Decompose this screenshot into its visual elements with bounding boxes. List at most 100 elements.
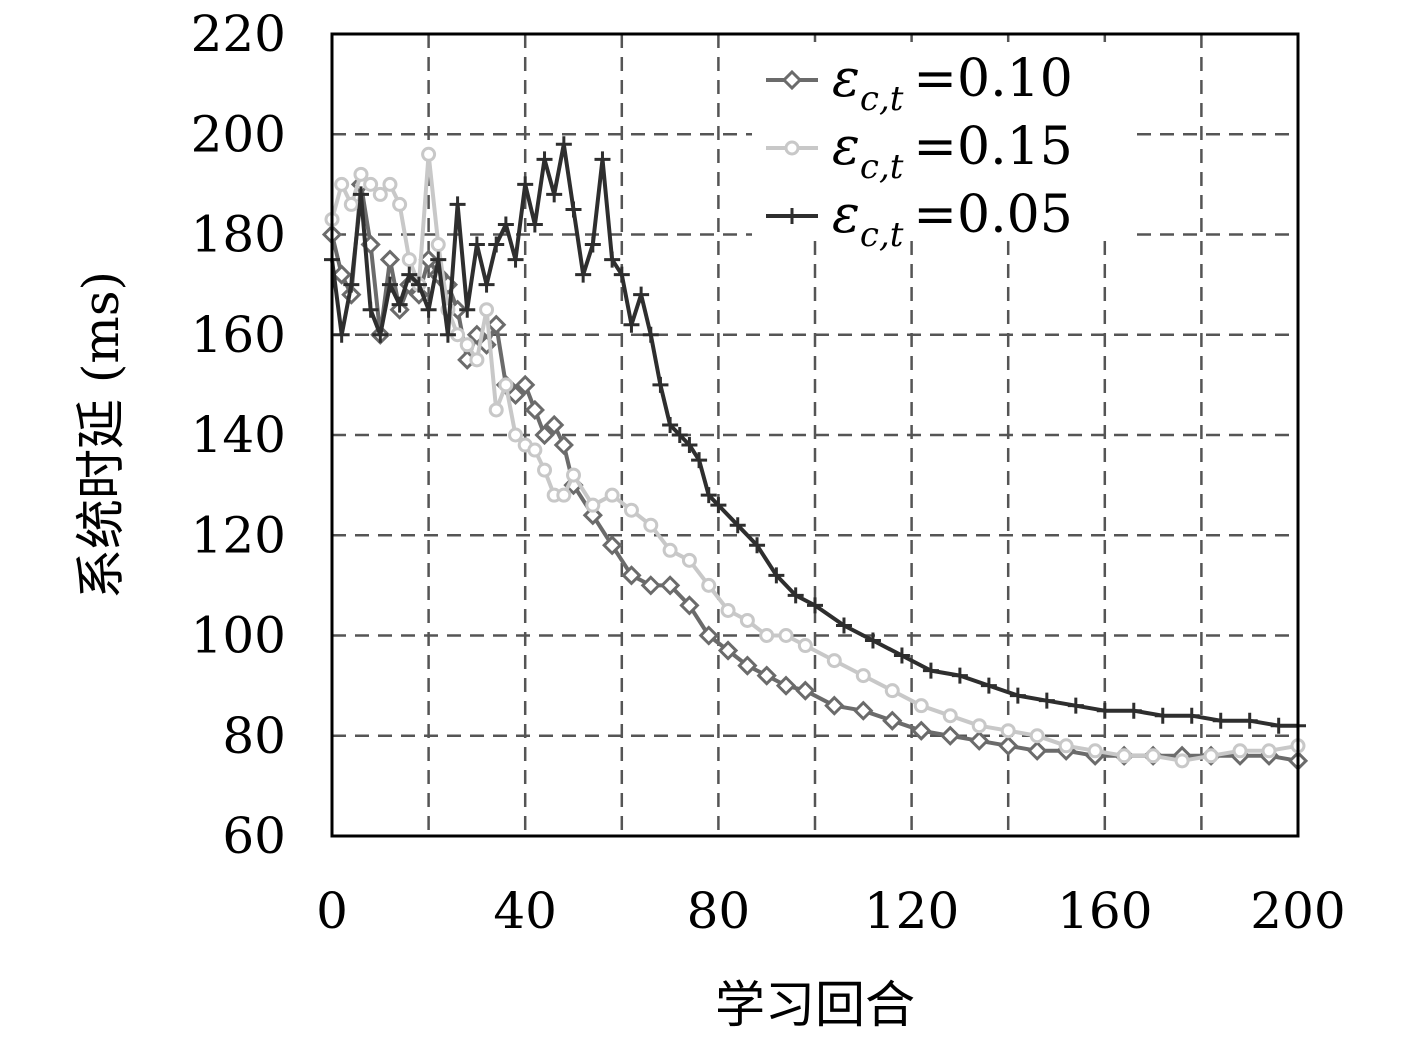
data-point	[737, 655, 758, 676]
y-tick-label: 220	[191, 5, 286, 63]
data-point	[430, 251, 447, 268]
data-point	[362, 301, 379, 318]
data-point	[1125, 702, 1142, 719]
data-point	[352, 186, 369, 203]
data-point	[784, 208, 800, 224]
data-point	[604, 251, 621, 268]
data-point	[505, 384, 526, 406]
data-point	[497, 216, 514, 233]
data-point	[1038, 692, 1055, 709]
data-point	[951, 667, 968, 684]
data-point	[469, 352, 485, 368]
data-point	[893, 647, 910, 664]
data-point	[633, 286, 650, 303]
data-point	[642, 326, 659, 343]
data-point	[749, 537, 766, 554]
data-point	[717, 640, 739, 661]
data-point	[942, 708, 958, 724]
data-point	[381, 276, 398, 293]
data-point	[710, 497, 727, 514]
legend-label: εc,t =0.05	[832, 185, 1073, 255]
data-point	[1027, 740, 1048, 761]
data-point	[720, 602, 736, 618]
data-point	[998, 735, 1019, 756]
data-point	[701, 577, 717, 593]
data-point	[698, 625, 719, 646]
legend-box	[752, 42, 1130, 238]
data-point	[410, 276, 427, 293]
data-point	[775, 675, 797, 696]
y-tick-label: 100	[191, 607, 286, 665]
data-point	[353, 166, 369, 182]
data-point	[478, 276, 495, 293]
data-point	[334, 176, 350, 192]
data-point	[768, 567, 785, 584]
x-tick-label: 160	[1057, 882, 1152, 940]
y-tick-label: 200	[191, 105, 286, 163]
x-tick-label: 0	[316, 882, 348, 940]
data-point	[756, 665, 777, 686]
y-axis-title: 系统时延 (ms)	[72, 271, 130, 599]
x-tick-label: 40	[493, 882, 557, 940]
data-point	[864, 632, 881, 649]
data-point	[1058, 738, 1074, 754]
data-point	[1261, 743, 1277, 759]
data-point	[1154, 707, 1171, 724]
data-point	[565, 201, 582, 218]
data-point	[585, 497, 601, 513]
data-point	[621, 565, 642, 586]
data-point	[372, 186, 388, 202]
y-tick-label: 160	[191, 306, 286, 364]
data-point	[662, 416, 679, 433]
data-point	[379, 249, 401, 270]
data-point	[479, 302, 495, 318]
data-point	[594, 151, 611, 168]
data-point	[778, 628, 794, 643]
data-point	[969, 730, 990, 751]
data-point	[691, 452, 708, 469]
data-point	[613, 266, 630, 283]
data-point	[526, 216, 543, 233]
data-point	[575, 266, 592, 283]
data-point	[488, 236, 505, 253]
data-point	[855, 668, 871, 684]
data-point	[853, 700, 874, 721]
data-point	[787, 587, 804, 604]
data-point	[401, 252, 417, 268]
data-point	[980, 677, 997, 694]
legend-label: εc,t =0.15	[832, 117, 1073, 187]
data-point	[343, 196, 359, 212]
data-point	[527, 442, 543, 458]
data-point	[913, 698, 929, 714]
data-point	[1087, 743, 1103, 759]
data-point	[807, 597, 823, 614]
data-point	[795, 680, 816, 701]
data-point	[392, 196, 408, 212]
legend-entry: εc,t =0.05	[766, 185, 1073, 255]
x-tick-label: 120	[864, 882, 959, 940]
data-point	[1029, 728, 1045, 744]
data-point	[372, 326, 389, 343]
data-point	[623, 316, 640, 333]
data-point	[643, 517, 659, 533]
data-point	[515, 374, 536, 395]
data-point	[555, 136, 572, 153]
data-point	[498, 377, 514, 393]
plot-frame	[330, 32, 1300, 838]
data-point	[566, 467, 581, 483]
data-point	[1232, 743, 1248, 759]
data-point	[940, 725, 961, 746]
legend-entry: εc,t =0.15	[766, 117, 1073, 187]
data-point	[382, 176, 398, 192]
data-point	[835, 617, 852, 634]
data-point	[401, 266, 418, 283]
data-point	[671, 427, 688, 443]
data-point	[679, 595, 700, 616]
data-point	[486, 314, 507, 335]
data-point	[534, 424, 555, 446]
data-point	[1009, 687, 1026, 704]
data-point	[882, 710, 903, 731]
